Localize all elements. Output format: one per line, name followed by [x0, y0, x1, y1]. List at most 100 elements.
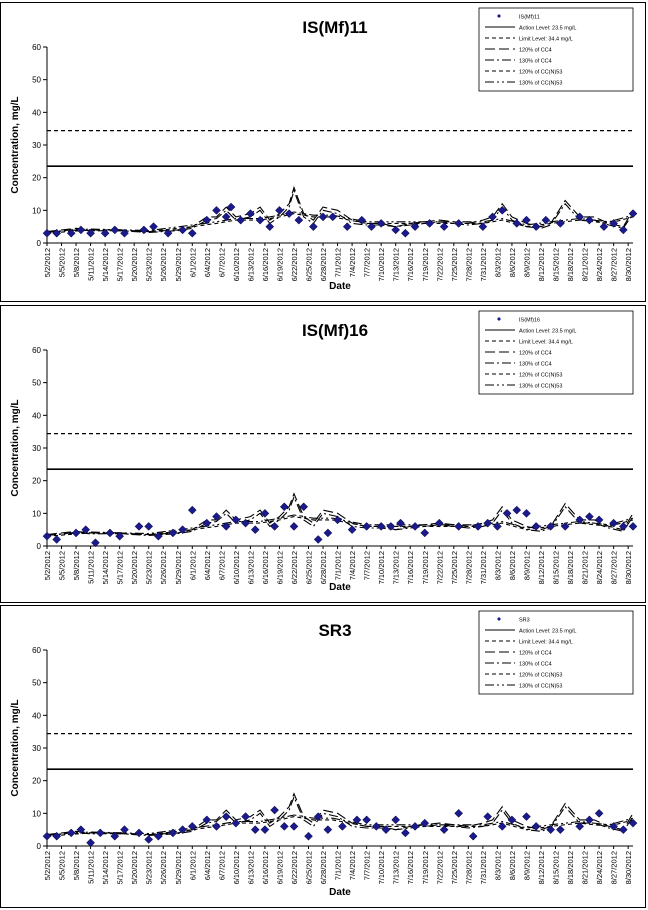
x-tick-label: 6/1/2012 [188, 551, 197, 580]
data-point [241, 518, 250, 528]
y-tick-label: 30 [32, 444, 41, 453]
data-point [265, 222, 275, 232]
series-line [46, 495, 634, 537]
x-tick-label: 8/3/2012 [493, 248, 502, 277]
data-point [86, 228, 95, 238]
y-tick-label: 50 [32, 679, 41, 688]
x-tick-label: 6/19/2012 [275, 248, 284, 281]
data-point [585, 215, 594, 225]
x-tick-label: 5/5/2012 [58, 248, 67, 277]
x-tick-label: 6/28/2012 [319, 551, 328, 584]
data-point [144, 835, 154, 844]
legend-label: Action Level: 23.5 mg/L [519, 329, 576, 335]
data-point [76, 225, 86, 235]
data-point [76, 825, 86, 835]
data-point [512, 505, 522, 515]
x-tick-label: 5/11/2012 [87, 248, 96, 281]
x-tick-label: 5/8/2012 [72, 248, 81, 277]
x-tick-label: 5/29/2012 [174, 851, 183, 884]
data-point [357, 215, 367, 225]
legend-label: 130% of CC4 [519, 59, 552, 65]
legend-label: IS(Mf)11 [519, 15, 540, 21]
data-point [618, 825, 628, 835]
data-point [52, 535, 62, 544]
data-point [522, 812, 531, 821]
data-point [362, 815, 371, 825]
data-point [202, 518, 212, 528]
legend-label: SR3 [519, 618, 530, 624]
y-tick-label: 30 [32, 141, 41, 150]
x-tick-label: 6/16/2012 [261, 551, 270, 584]
x-tick-label: 6/7/2012 [217, 851, 226, 880]
x-tick-label: 6/1/2012 [188, 248, 197, 277]
x-tick-label: 8/9/2012 [522, 851, 531, 880]
x-tick-label: 7/13/2012 [392, 551, 401, 584]
data-point [483, 812, 493, 821]
x-tick-label: 7/22/2012 [435, 248, 444, 281]
data-point [367, 222, 376, 232]
x-tick-label: 8/12/2012 [537, 851, 546, 884]
data-point [338, 822, 347, 831]
x-tick-label: 7/13/2012 [392, 851, 401, 884]
data-point [594, 808, 604, 818]
data-point [618, 225, 628, 235]
x-tick-label: 5/20/2012 [130, 851, 139, 884]
x-tick-label: 5/29/2012 [174, 551, 183, 584]
legend-label: Action Level: 23.5 mg/L [519, 26, 576, 32]
legend-label: Limit Level: 34.4 mg/L [519, 37, 573, 43]
y-tick-label: 10 [32, 809, 41, 818]
data-point [313, 535, 323, 544]
x-tick-label: 6/7/2012 [217, 551, 226, 580]
x-tick-label: 8/9/2012 [522, 248, 531, 277]
x-tick-label: 5/17/2012 [116, 551, 125, 584]
legend-label: 120% of CC(N)53 [519, 70, 562, 76]
y-axis-label: Concentration, mg/L [10, 699, 21, 796]
x-axis-label: Date [329, 281, 351, 292]
data-point [497, 822, 507, 831]
data-point [168, 828, 178, 838]
x-tick-label: 7/16/2012 [406, 248, 415, 281]
data-point [81, 525, 91, 535]
legend-label: 120% of CC4 [519, 48, 552, 54]
data-point [42, 531, 52, 541]
y-tick-label: 40 [32, 711, 41, 720]
x-tick-label: 7/1/2012 [334, 248, 343, 277]
data-point [628, 818, 638, 828]
data-point [347, 525, 357, 535]
data-point [434, 518, 444, 528]
x-tick-label: 7/19/2012 [421, 248, 430, 281]
x-tick-label: 7/4/2012 [348, 551, 357, 580]
data-point [531, 222, 541, 232]
y-axis-label: Concentration, mg/L [10, 96, 21, 193]
x-tick-label: 8/15/2012 [552, 551, 561, 584]
data-point [250, 825, 260, 835]
data-point [531, 522, 541, 531]
x-tick-label: 6/16/2012 [261, 851, 270, 884]
data-point [575, 822, 585, 831]
x-tick-label: 5/29/2012 [174, 248, 183, 281]
x-tick-label: 8/9/2012 [522, 551, 531, 580]
x-tick-label: 6/13/2012 [246, 248, 255, 281]
data-point [178, 225, 187, 235]
chart-panel: IS(Mf)16 Concentration, mg/L Date 0 10 20 30 40… [0, 305, 646, 603]
data-point [168, 528, 178, 538]
data-point [226, 202, 236, 212]
data-point [221, 212, 231, 222]
x-tick-label: 5/23/2012 [145, 248, 154, 281]
data-point [410, 222, 420, 232]
x-tick-label: 8/21/2012 [581, 248, 590, 281]
y-tick-label: 60 [32, 43, 41, 52]
series-line [46, 816, 634, 837]
data-point [231, 818, 241, 828]
data-point [71, 528, 81, 538]
data-point [66, 828, 76, 838]
x-tick-label: 8/27/2012 [610, 248, 619, 281]
y-tick-label: 0 [37, 239, 42, 248]
data-point [556, 825, 565, 835]
data-point [202, 815, 212, 825]
series-line [46, 792, 634, 836]
data-point [299, 502, 309, 512]
data-point [599, 222, 609, 232]
series-line [46, 814, 634, 836]
x-tick-label: 7/25/2012 [450, 551, 459, 584]
